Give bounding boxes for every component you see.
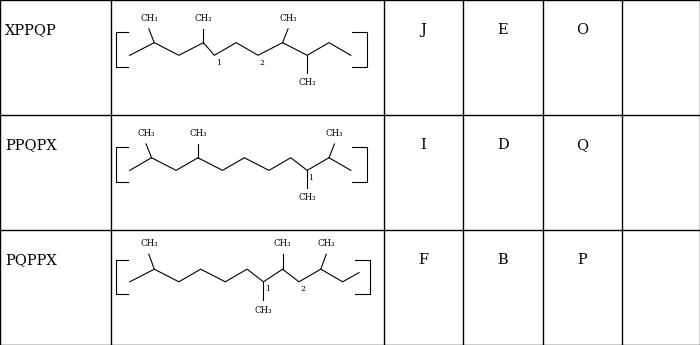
- Text: CH₃: CH₃: [140, 239, 158, 248]
- Text: O: O: [576, 23, 588, 37]
- Text: 2: 2: [260, 59, 265, 67]
- Text: XPPQP: XPPQP: [5, 23, 57, 37]
- Text: CH₃: CH₃: [140, 14, 158, 23]
- Text: 1: 1: [216, 59, 220, 67]
- Text: CH₃: CH₃: [189, 129, 206, 138]
- Text: CH₃: CH₃: [318, 239, 335, 248]
- Text: 1: 1: [309, 174, 314, 182]
- Text: B: B: [498, 253, 508, 267]
- Text: CH₃: CH₃: [279, 14, 297, 23]
- Text: E: E: [498, 23, 508, 37]
- Text: Q: Q: [576, 138, 588, 152]
- Text: CH₃: CH₃: [298, 193, 316, 203]
- Text: 1: 1: [265, 285, 270, 293]
- Text: I: I: [421, 138, 426, 152]
- Text: CH₃: CH₃: [326, 129, 343, 138]
- Text: CH₃: CH₃: [298, 78, 316, 87]
- Text: F: F: [419, 253, 428, 267]
- Text: CH₃: CH₃: [255, 306, 272, 315]
- Text: CH₃: CH₃: [195, 14, 212, 23]
- Text: CH₃: CH₃: [137, 129, 155, 138]
- Text: P: P: [578, 253, 587, 267]
- Text: D: D: [497, 138, 509, 152]
- Text: 2: 2: [300, 285, 305, 293]
- Text: PPQPX: PPQPX: [5, 138, 57, 152]
- Text: J: J: [421, 23, 426, 37]
- Text: PQPPX: PQPPX: [5, 253, 57, 267]
- Text: CH₃: CH₃: [274, 239, 291, 248]
